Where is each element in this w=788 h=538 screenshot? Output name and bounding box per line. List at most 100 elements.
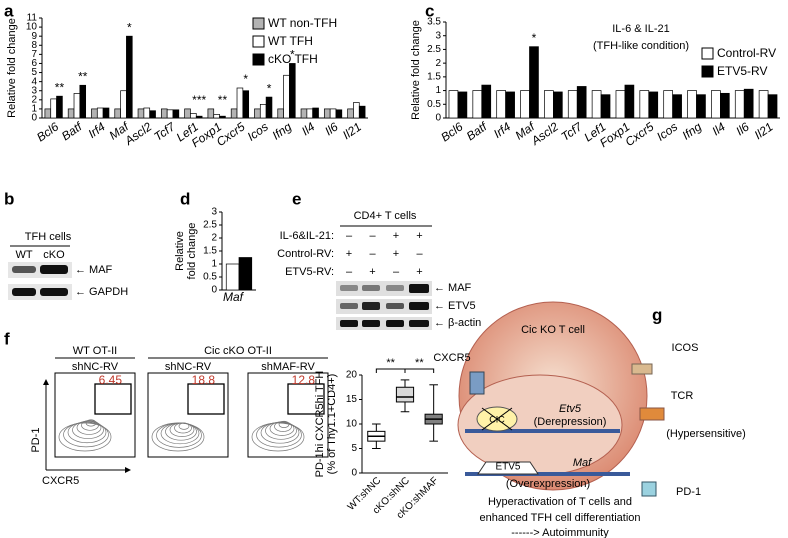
bar — [259, 104, 267, 119]
axis-label: PD-1 — [30, 427, 42, 452]
bar — [190, 113, 197, 119]
y-tick-label: 0.5 — [203, 272, 217, 283]
receptor-label: CXCR5 — [433, 352, 470, 364]
x-tick-label: Icos — [245, 120, 271, 144]
bar — [505, 91, 515, 119]
gene-note: (Derepression) — [534, 416, 607, 428]
x-tick-label: Cxcr5 — [623, 119, 657, 149]
band-label: ← GAPDH — [75, 286, 128, 298]
y-tick-label: 4 — [31, 76, 37, 87]
bar — [126, 35, 133, 119]
x-tick-label: Batf — [59, 119, 86, 144]
bar — [96, 107, 104, 119]
y-tick-label: 3 — [435, 30, 441, 41]
bar — [160, 108, 168, 119]
bar — [520, 90, 530, 119]
lane-sign: + — [393, 230, 399, 242]
significance: ** — [386, 357, 395, 369]
y-tick-label: 0.5 — [427, 99, 441, 110]
y-tick-label: 6 — [31, 58, 37, 69]
bar — [79, 84, 87, 119]
bar — [242, 90, 250, 119]
cell-label: Cic KO T cell — [521, 324, 585, 336]
x-tick-label: Ifng — [680, 119, 705, 142]
repressor-label: CIC — [489, 414, 505, 424]
x-tick-label: Irf4 — [86, 119, 108, 141]
contour — [278, 420, 290, 428]
bar — [758, 90, 769, 119]
y-tick-label: 7 — [31, 49, 37, 60]
blot-title: CD4+ T cells — [354, 210, 417, 222]
y-tick-label: 0 — [31, 113, 37, 124]
y-tick-label: 10 — [346, 419, 358, 430]
y-tick-label: 0 — [211, 285, 217, 296]
x-tick-label: Batf — [464, 119, 491, 144]
significance: * — [243, 72, 248, 86]
lane-sign: – — [346, 266, 353, 278]
bar — [672, 94, 682, 119]
gate-value: 18.8 — [192, 373, 216, 387]
group-label: WT OT-II — [73, 345, 117, 357]
y-axis-label: PD-1hi CXCR5hi TFH — [314, 371, 326, 478]
bar — [329, 108, 337, 119]
panel-label: d — [180, 189, 190, 208]
bar — [711, 90, 721, 119]
significance: * — [127, 20, 132, 34]
y-axis-label: Relative fold change — [410, 20, 422, 120]
legend-label: ETV5-RV — [717, 64, 767, 78]
lane-sign: – — [369, 230, 376, 242]
y-tick-label: 10 — [26, 22, 38, 33]
bar — [553, 91, 563, 119]
y-tick-label: 9 — [31, 31, 37, 42]
bar — [663, 90, 673, 119]
y-tick-label: 11 — [27, 13, 38, 24]
bar — [615, 90, 626, 119]
gate-value: 6.45 — [99, 373, 123, 387]
y-tick-label: 0 — [435, 113, 441, 124]
bar — [67, 108, 75, 119]
gene-label: Maf — [573, 457, 592, 469]
x-tick-label: Maf — [223, 290, 245, 304]
y-tick-label: 1 — [211, 259, 217, 270]
gene-note: (Overexpression) — [506, 478, 590, 490]
bar — [238, 257, 253, 291]
bar — [306, 108, 314, 119]
lane-label: WT — [15, 249, 32, 261]
y-tick-label: 2 — [31, 94, 37, 105]
gate — [94, 383, 132, 415]
bar — [472, 90, 483, 119]
x-tick-label: Il6 — [322, 119, 341, 138]
significance: ** — [415, 357, 424, 369]
bar — [300, 108, 308, 119]
bar — [143, 107, 151, 119]
band-label: ← β-actin — [434, 317, 481, 329]
band-label: ← MAF — [434, 282, 472, 294]
receptor-label: TCR — [671, 390, 694, 402]
y-tick-label: 5 — [351, 443, 357, 454]
legend-swatch — [701, 65, 714, 78]
contour — [85, 419, 97, 427]
bar — [73, 93, 81, 119]
bar — [457, 91, 468, 119]
significance: * — [532, 31, 537, 45]
y-axis-label: Relative fold change — [6, 18, 18, 118]
significance: ** — [55, 80, 65, 94]
gate — [187, 383, 225, 415]
bar — [576, 86, 587, 119]
x-tick-label: Bcl6 — [34, 119, 61, 144]
x-tick-label: Tcf7 — [558, 119, 585, 144]
diagram-g: Cic KO T cell CXCR5 ICOS TCR (Hypersensi… — [433, 301, 746, 538]
y-tick-label: 1 — [31, 104, 37, 115]
y-axis-label: (% of Thy1.1+CD4+) — [326, 374, 338, 475]
bar — [544, 90, 554, 119]
significance: * — [290, 48, 295, 62]
legend-label: WT non-TFH — [268, 16, 337, 30]
bar — [567, 90, 578, 119]
bar — [734, 90, 745, 119]
y-tick-label: 20 — [346, 370, 358, 381]
legend-swatch — [252, 35, 265, 48]
row-label: IL-6&IL-21: — [280, 230, 334, 242]
panel-label: a — [4, 1, 14, 20]
bar — [529, 46, 539, 119]
contour — [76, 420, 102, 435]
